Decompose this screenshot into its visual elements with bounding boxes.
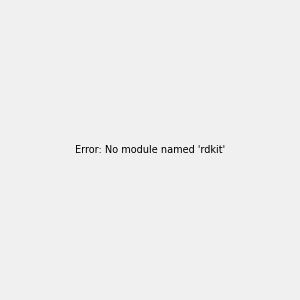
Text: Error: No module named 'rdkit': Error: No module named 'rdkit' bbox=[75, 145, 225, 155]
